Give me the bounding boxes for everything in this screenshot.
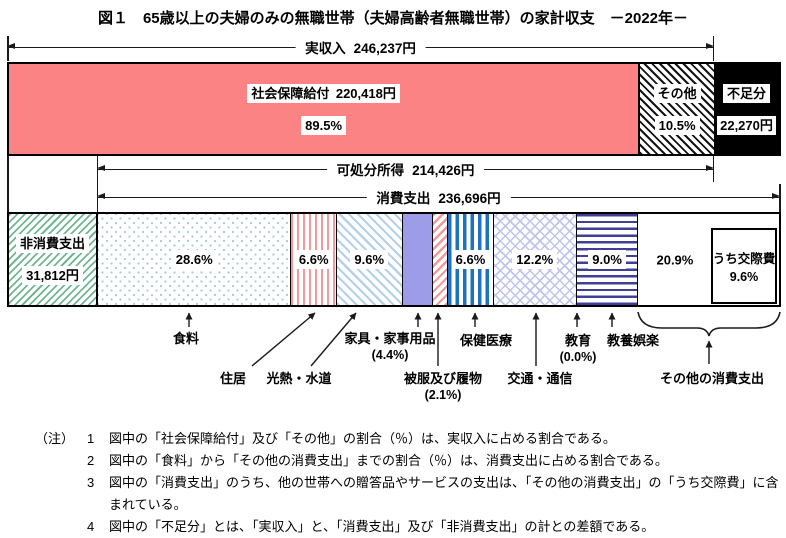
- social-security-pct: 89.5%: [301, 115, 347, 135]
- note-item-3: 3 図中の「消費支出」のうち、他の世帯への贈答品やサービスの支出は、「その他の消費…: [87, 472, 783, 516]
- food-pct: 28.6%: [171, 250, 217, 269]
- notes-list: 1 図中の「社会保障給付」及び「その他」の割合（％）は、実収入に占める割合である。…: [87, 428, 783, 538]
- other-income-pct: 10.5%: [654, 115, 700, 135]
- consumption-total-arrow: 消費支出 236,696円: [97, 187, 780, 208]
- shortfall-amount: 22,270円: [717, 115, 776, 135]
- notes: （注） 1 図中の「社会保障給付」及び「その他」の割合（％）は、実収入に占める割合…: [35, 428, 783, 538]
- segment-furniture: [402, 214, 434, 305]
- page-title: 図１ 65歳以上の夫婦のみの無職世帯（夫婦高齢者無職世帯）の家計収支 －2022…: [97, 10, 689, 27]
- note-number: 2: [87, 453, 95, 468]
- middle-left-tick: [7, 156, 9, 212]
- callout-recreation: 教養娯楽: [607, 332, 659, 349]
- total-income-amount: 246,237円: [353, 41, 416, 57]
- consumption-total-name: 消費支出: [376, 191, 431, 207]
- note-item-4: 4 図中の「不足分」とは、「実収入」と、「消費支出」及び「非消費支出」の計との差額…: [87, 516, 783, 538]
- callout-clothing: 被服及び履物 (2.1%): [404, 370, 482, 404]
- note-number: 3: [87, 475, 95, 490]
- consumption-area: 28.6% 6.6% 9.6% 6.6% 12.2% 9.0% 20.9%: [98, 214, 780, 305]
- utilities-pct: 9.6%: [350, 250, 389, 269]
- consumption-total-label: 消費支出 236,696円: [366, 187, 511, 208]
- callout-clothing-name: 被服及び履物: [403, 371, 483, 386]
- medical-pct: 6.6%: [451, 250, 490, 269]
- callout-other-consumption: その他の消費支出: [660, 370, 764, 387]
- expenditure-bar: 非消費支出 31,812円 28.6% 6.6% 9.6% 6.6% 12.2% 9.0%…: [7, 212, 781, 307]
- note-item-1: 1 図中の「社会保障給付」及び「その他」の割合（％）は、実収入に占める割合である。: [87, 428, 783, 450]
- segment-transport: 12.2%: [493, 214, 577, 305]
- segment-medical: 6.6%: [448, 214, 494, 305]
- callout-education: 教育 (0.0%): [560, 332, 597, 366]
- segment-non-consumption: 非消費支出 31,812円: [9, 214, 98, 305]
- segment-shortfall: 不足分 22,270円: [714, 64, 779, 154]
- segment-housing: 6.6%: [291, 214, 337, 305]
- callout-education-name: 教育: [564, 333, 592, 348]
- disposable-income-arrow: 可処分所得 214,426円: [97, 159, 714, 180]
- note-text: 図中の「食料」から「その他の消費支出」までの割合（％）は、消費支出に占める割合で…: [109, 453, 668, 468]
- callout-recreation-name: 教養娯楽: [606, 333, 660, 348]
- shortfall-name: 不足分: [722, 83, 770, 103]
- callout-medical: 保健医療: [460, 332, 512, 349]
- segment-clothing: [433, 214, 449, 305]
- callout-food: 食料: [173, 330, 199, 347]
- other-income-label: その他: [653, 83, 701, 103]
- callout-housing-name: 住居: [219, 371, 247, 386]
- callout-housing: 住居: [220, 370, 246, 387]
- segment-recreation: 9.0%: [576, 214, 639, 305]
- callout-food-name: 食料: [172, 331, 200, 346]
- disposable-income-amount: 214,426円: [412, 163, 475, 179]
- note-item-2: 2 図中の「食料」から「その他の消費支出」までの割合（％）は、消費支出に占める割合…: [87, 450, 783, 472]
- income-area: 社会保障給付 220,418円 89.5% その他 10.5%: [9, 64, 714, 154]
- callout-furniture: 家具・家事用品 (4.4%): [344, 330, 435, 364]
- callout-transport-name: 交通・通信: [507, 371, 573, 386]
- segment-social-security: 社会保障給付 220,418円 89.5%: [9, 64, 641, 154]
- housing-pct: 6.6%: [294, 250, 333, 269]
- kousaihi-box: うち交際費 9.6%: [711, 228, 777, 304]
- other-consumption-pct: 20.9%: [652, 250, 698, 269]
- note-text: 図中の「社会保障給付」及び「その他」の割合（％）は、実収入に占める割合である。: [109, 431, 616, 446]
- callout-medical-name: 保健医療: [459, 333, 513, 348]
- note-number: 1: [87, 431, 95, 446]
- non-consumption-amount: 31,812円: [22, 266, 83, 285]
- kousaihi-label: うち交際費: [712, 252, 776, 266]
- disposable-left-tick: [96, 156, 99, 212]
- note-text: 図中の「消費支出」のうち、他の世帯への贈答品やサービスの支出は、「その他の消費支…: [109, 475, 779, 512]
- callout-utilities-name: 光熱・水道: [266, 371, 332, 386]
- non-consumption-name: 非消費支出: [15, 234, 89, 253]
- total-income-arrow: 実収入 246,237円: [7, 37, 714, 58]
- segment-other-income: その他 10.5%: [640, 64, 714, 154]
- segment-food: 28.6%: [98, 214, 292, 305]
- kousaihi-pct: 9.6%: [729, 270, 759, 284]
- segment-utilities: 9.6%: [336, 214, 403, 305]
- recreation-pct: 9.0%: [588, 250, 626, 269]
- note-number: 4: [87, 519, 95, 534]
- social-security-label: 社会保障給付 220,418円: [247, 83, 400, 103]
- disposable-income-label: 可処分所得 214,426円: [326, 159, 485, 180]
- callout-clothing-pct: (2.1%): [424, 388, 462, 402]
- callout-furniture-pct: (4.4%): [371, 348, 409, 362]
- callout-utilities: 光熱・水道: [266, 370, 331, 387]
- transport-pct: 12.2%: [512, 250, 558, 269]
- callout-furniture-name: 家具・家事用品: [344, 331, 436, 346]
- total-income-label: 実収入 246,237円: [295, 37, 426, 58]
- notes-heading: （注）: [35, 431, 75, 446]
- callout-education-pct: (0.0%): [559, 350, 597, 364]
- callout-transport: 交通・通信: [507, 370, 572, 387]
- note-text: 図中の「不足分」とは、「実収入」と、「消費支出」及び「非消費支出」の計との差額で…: [109, 519, 655, 534]
- income-bar: 社会保障給付 220,418円 89.5% その他 10.5% 不足分 22,270円: [7, 62, 781, 156]
- callout-other-consumption-name: その他の消費支出: [659, 371, 765, 386]
- total-income-name: 実収入: [305, 41, 346, 57]
- disposable-income-name: 可処分所得: [336, 163, 405, 179]
- consumption-total-amount: 236,696円: [438, 191, 501, 207]
